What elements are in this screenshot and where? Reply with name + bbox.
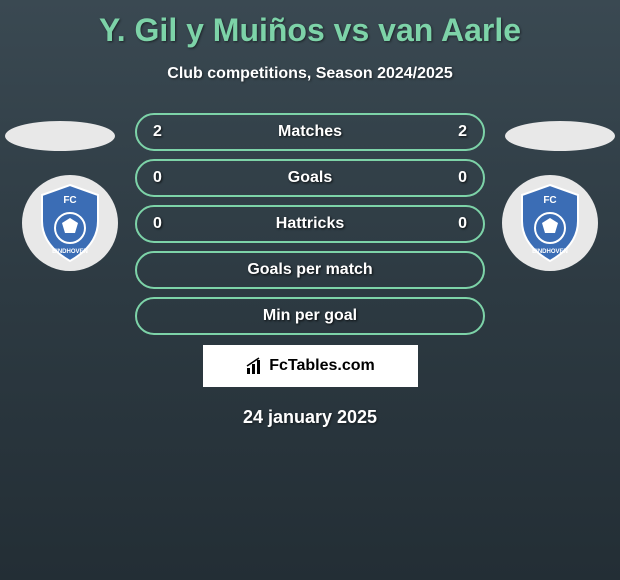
player-avatar-right (505, 121, 615, 151)
comparison-title: Y. Gil y Muiños vs van Aarle (0, 0, 620, 49)
shield-icon: FC EINDHOVEN (500, 173, 600, 273)
club-badge-right: FC EINDHOVEN (500, 173, 600, 273)
watermark-badge: FcTables.com (203, 345, 418, 387)
stat-value-right: 0 (447, 215, 467, 233)
svg-text:FC: FC (543, 195, 556, 206)
stats-container: 2 Matches 2 0 Goals 0 0 Hattricks 0 Goal… (135, 113, 485, 335)
stat-value-right: 2 (447, 123, 467, 141)
stat-label: Goals per match (247, 261, 372, 279)
stat-value-left: 2 (153, 123, 173, 141)
stat-value-left: 0 (153, 169, 173, 187)
svg-text:EINDHOVEN: EINDHOVEN (52, 249, 88, 255)
player-avatar-left (5, 121, 115, 151)
shield-icon: FC EINDHOVEN (20, 173, 120, 273)
competition-subtitle: Club competitions, Season 2024/2025 (0, 65, 620, 83)
stat-row-matches: 2 Matches 2 (135, 113, 485, 151)
svg-text:EINDHOVEN: EINDHOVEN (532, 249, 568, 255)
stat-value-left: 0 (153, 215, 173, 233)
stat-row-hattricks: 0 Hattricks 0 (135, 205, 485, 243)
stat-label: Min per goal (263, 307, 357, 325)
content-area: FC EINDHOVEN FC EINDHOVEN 2 Matches 2 0 … (0, 113, 620, 428)
club-badge-left: FC EINDHOVEN (20, 173, 120, 273)
stat-row-goals-per-match: Goals per match (135, 251, 485, 289)
stat-label: Goals (288, 169, 332, 187)
stat-label: Hattricks (276, 215, 344, 233)
date-text: 24 january 2025 (0, 407, 620, 428)
stat-label: Matches (278, 123, 342, 141)
stat-value-right: 0 (447, 169, 467, 187)
stat-row-goals: 0 Goals 0 (135, 159, 485, 197)
svg-text:FC: FC (63, 195, 76, 206)
chart-icon (245, 356, 265, 376)
watermark-text: FcTables.com (269, 357, 375, 375)
stat-row-min-per-goal: Min per goal (135, 297, 485, 335)
